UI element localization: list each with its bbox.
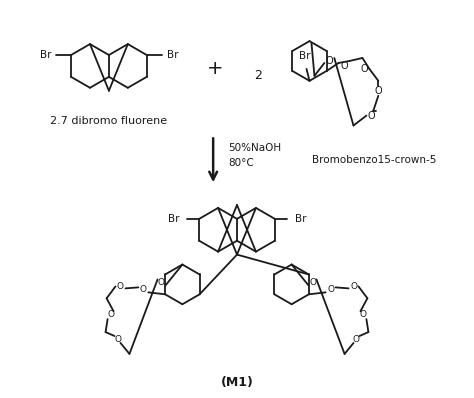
Text: Bromobenzo15-crown-5: Bromobenzo15-crown-5 xyxy=(312,155,436,165)
Text: +: + xyxy=(207,59,223,78)
Text: O: O xyxy=(367,111,375,121)
Text: Br: Br xyxy=(40,50,51,60)
Text: Br: Br xyxy=(168,214,179,224)
Text: O: O xyxy=(107,310,114,319)
Text: O: O xyxy=(140,285,147,294)
Text: O: O xyxy=(350,282,357,291)
Text: O: O xyxy=(310,278,317,287)
Text: 2: 2 xyxy=(254,69,262,82)
Text: O: O xyxy=(117,282,124,291)
Text: O: O xyxy=(114,334,121,343)
Text: O: O xyxy=(353,334,360,343)
Text: 80°C: 80°C xyxy=(228,158,254,168)
Text: Br: Br xyxy=(295,214,306,224)
Text: O: O xyxy=(374,86,382,96)
Text: 50%NaOH: 50%NaOH xyxy=(228,143,281,153)
Text: O: O xyxy=(327,285,334,294)
Text: Br: Br xyxy=(166,50,178,60)
Text: O: O xyxy=(361,64,368,74)
Text: (M1): (M1) xyxy=(220,376,254,389)
Text: O: O xyxy=(157,278,164,287)
Text: O: O xyxy=(360,310,367,319)
Text: O: O xyxy=(341,61,348,71)
Text: O: O xyxy=(326,56,333,66)
Text: 2.7 dibromo fluorene: 2.7 dibromo fluorene xyxy=(50,115,167,126)
Text: Br: Br xyxy=(299,51,310,61)
